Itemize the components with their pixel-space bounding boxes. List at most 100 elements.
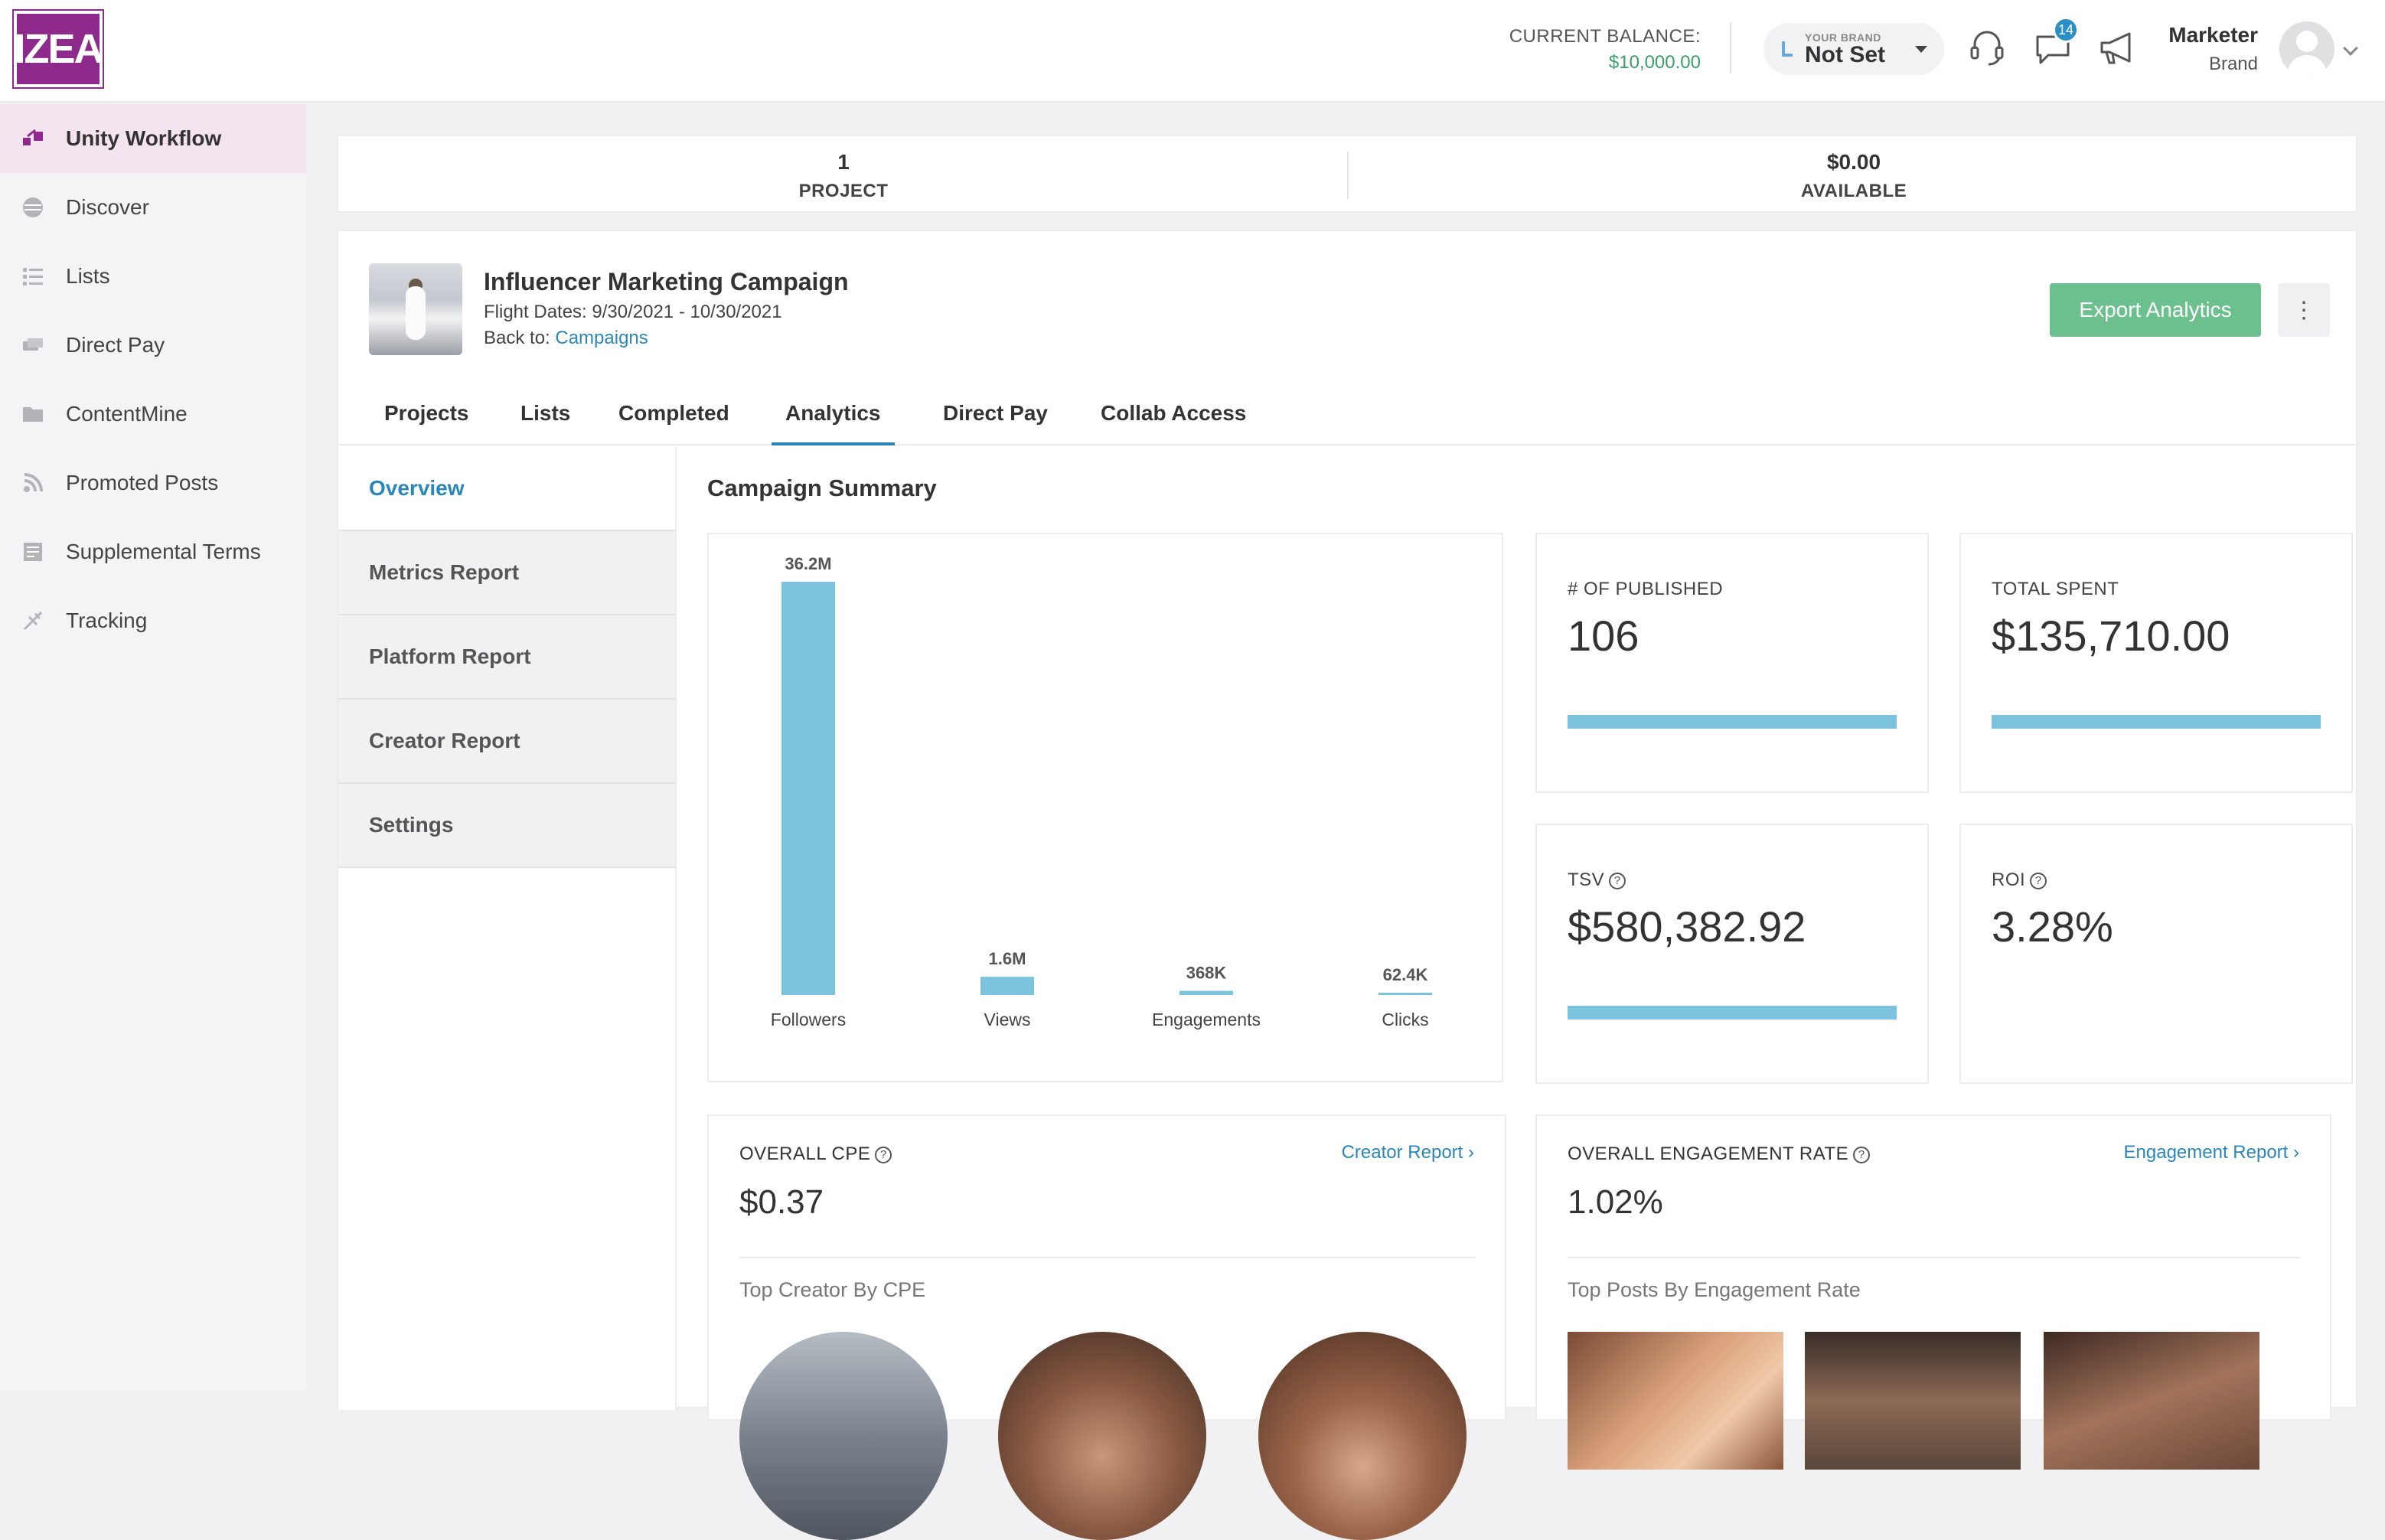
more-options-icon[interactable]: ⋮ [2278,283,2330,337]
spent-value: $135,710.00 [1992,612,2230,660]
stat-available: $0.00 AVAILABLE [1701,150,2007,202]
tab-completed[interactable]: Completed [618,401,729,425]
creator-avatar[interactable] [1258,1332,1467,1540]
subnav-creator-report[interactable]: Creator Report [338,700,675,784]
card-tsv: TSV? $580,382.92 [1535,824,1929,1084]
category-label: Clicks [1382,1010,1428,1029]
bar-views[interactable] [980,977,1034,995]
user-info[interactable]: Marketer Brand [2143,23,2258,75]
megaphone-icon[interactable] [2096,26,2139,69]
stat-label: PROJECT [798,181,889,201]
izea-logo[interactable]: IZEA [12,9,104,89]
post-thumbnail[interactable] [2044,1332,2259,1470]
campaign-summary-title: Campaign Summary [707,475,937,501]
bar-clicks[interactable] [1378,993,1432,995]
stat-projects: 1 PROJECT [690,150,997,202]
sidebar-item-label: Supplemental Terms [66,540,261,563]
tab-analytics[interactable]: Analytics [772,401,895,445]
creator-avatar[interactable] [739,1332,948,1540]
subnav-overview[interactable]: Overview [338,447,675,531]
bar-engagements[interactable] [1179,990,1233,995]
sidebar-item-unity-workflow[interactable]: Unity Workflow [0,104,306,173]
cpe-value: $0.37 [739,1183,824,1221]
subnav-metrics-report[interactable]: Metrics Report [338,531,675,615]
flight-dates: Flight Dates: 9/30/2021 - 10/30/2021 [484,302,782,322]
campaign-panel: Influencer Marketing Campaign Flight Dat… [337,230,2359,1540]
sidebar-item-supplemental-terms[interactable]: Supplemental Terms [0,517,306,586]
card-engagement-rate: OVERALL ENGAGEMENT RATE? Engagement Repo… [1535,1114,2331,1470]
published-progress-bar [1568,715,1897,729]
post-thumbnail[interactable] [1805,1332,2021,1470]
bar-followers[interactable] [781,582,835,995]
card-published: # OF PUBLISHED 106 [1535,533,1929,793]
sidebar-item-direct-pay[interactable]: Direct Pay [0,311,306,380]
tab-projects[interactable]: Projects [384,401,469,425]
money-icon [21,334,44,357]
subnav-settings[interactable]: Settings [338,784,675,868]
folder-icon [21,403,44,426]
engagement-label: OVERALL ENGAGEMENT RATE [1568,1144,1849,1164]
engagement-value: 1.02% [1568,1183,1663,1221]
sidebar-item-lists[interactable]: Lists [0,242,306,311]
list-icon [21,265,44,288]
avatar[interactable] [2279,21,2334,77]
tab-direct-pay[interactable]: Direct Pay [943,401,1048,425]
tsv-progress-bar [1568,1006,1897,1020]
document-icon [21,540,44,563]
sidebar-item-label: Promoted Posts [66,471,219,494]
help-icon[interactable]: ? [1853,1147,1871,1163]
balance-label: CURRENT BALANCE: [1509,26,1701,47]
help-icon[interactable]: ? [2030,873,2047,889]
bar-value-label: 368K [1186,964,1227,983]
sidebar-item-label: Lists [66,264,110,288]
back-label: Back to: [484,328,556,348]
back-to: Back to: Campaigns [484,328,648,349]
sidebar-item-promoted-posts[interactable]: Promoted Posts [0,449,306,517]
published-value: 106 [1568,612,1639,660]
brand-select[interactable]: YOUR BRAND Not Set [1763,23,1944,75]
stat-value: 1 [837,150,850,174]
export-analytics-button[interactable]: Export Analytics [2050,283,2261,337]
headset-icon[interactable] [1966,26,2008,69]
discover-icon [21,196,44,219]
creator-avatar[interactable] [998,1332,1206,1540]
stats-bar: 1 PROJECT $0.00 AVAILABLE [337,135,2357,213]
help-icon[interactable]: ? [875,1147,892,1163]
help-icon[interactable]: ? [1609,873,1626,889]
campaigns-link[interactable]: Campaigns [555,328,648,348]
tsv-value: $580,382.92 [1568,902,1806,951]
sidebar-item-discover[interactable]: Discover [0,173,306,242]
subnav-platform-report[interactable]: Platform Report [338,615,675,700]
campaign-thumbnail [369,263,462,355]
top-creator-title: Top Creator By CPE [739,1278,926,1301]
tab-collab-access[interactable]: Collab Access [1101,401,1247,425]
card-total-spent: TOTAL SPENT $135,710.00 [1959,533,2353,793]
roi-value: 3.28% [1992,902,2113,951]
sidebar-item-label: Tracking [66,608,148,632]
bar-value-label: 62.4K [1383,965,1428,984]
bar-chart-svg: 36.2M Followers 1.6M Views 368K Engagements 62… [771,554,1432,1029]
tab-lists[interactable]: Lists [520,401,571,425]
roi-label: ROI [1992,870,2026,890]
roi-label-row: ROI? [1992,870,2047,891]
divider [1568,1257,2301,1258]
sidebar-item-label: Direct Pay [66,333,165,357]
brand-icon [1782,41,1793,57]
sidebar-item-tracking[interactable]: Tracking [0,586,306,655]
balance-value: $10,000.00 [1608,52,1701,73]
divider [1347,152,1349,199]
chevron-down-icon[interactable] [2343,41,2358,56]
tracking-icon [21,609,44,632]
engagement-report-link[interactable]: Engagement Report › [2123,1142,2299,1163]
category-label: Engagements [1152,1010,1261,1029]
creator-report-link[interactable]: Creator Report › [1341,1142,1474,1163]
bar-value-label: 1.6M [989,949,1026,968]
stat-value: $0.00 [1826,150,1881,174]
spent-progress-bar [1992,715,2321,729]
campaign-title: Influencer Marketing Campaign [484,268,849,295]
top-bar: IZEA CURRENT BALANCE: $10,000.00 YOUR BR… [0,0,2385,103]
sidebar-item-contentmine[interactable]: ContentMine [0,380,306,449]
category-label: Views [984,1010,1031,1029]
current-balance: CURRENT BALANCE: $10,000.00 [1500,26,1701,73]
post-thumbnail[interactable] [1568,1332,1783,1470]
